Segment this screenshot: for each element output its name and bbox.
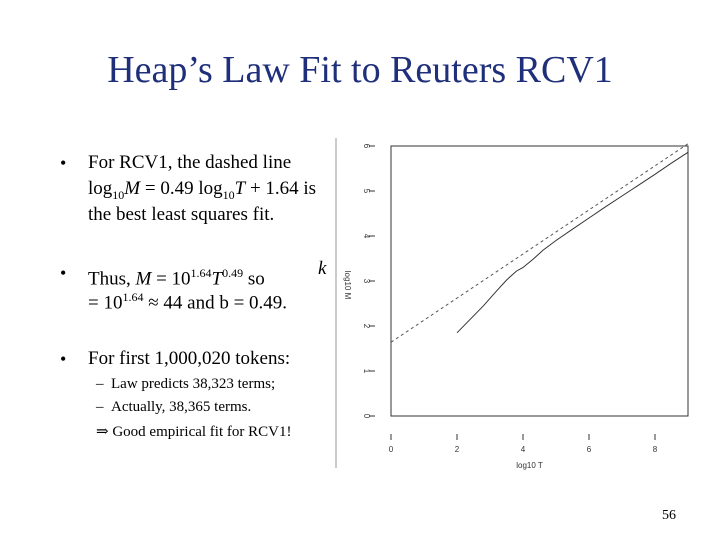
bullet-3-line-1: For first 1,000,020 tokens: [88,348,291,369]
slide-title: Heap’s Law Fit to Reuters RCV1 [107,49,613,91]
heaps-law-chart: 0 2 4 6 8 0 1 2 3 4 5 6 log10 T log10 M [335,138,689,470]
x-axis-label: log10 T [516,461,543,470]
bullet-1-line-1: For RCV1, the dashed line [88,152,292,173]
y-tick-label: 4 [362,234,371,239]
k-symbol: k [318,258,327,279]
x-tick-label: 4 [521,445,526,454]
plot-frame [390,145,689,417]
dashed-fit-line [390,143,689,343]
conclusion-line: ⇒ Good empirical fit for RCV1! [96,424,292,440]
y-tick-label: 6 [362,144,371,149]
bullet-2-line-2: = 101.64 ≈ 44 and b = 0.49. [88,290,288,314]
y-tick-label: 0 [362,414,371,419]
bullet-1-line-2: log10M = 0.49 log10T + 1.64 is [88,178,317,202]
sub-bullet-1: – Law predicts 38,323 terms; [96,376,276,392]
bullet-dot: • [60,153,67,173]
bullet-2-line-1: Thus, M = 101.64T0.49 so [88,266,265,290]
page-number: 56 [662,508,676,523]
y-tick-label: 5 [362,189,371,194]
bullet-1-line-3: the best least squares fit. [88,204,275,225]
empirical-curve [456,151,689,334]
sub-bullet-2: – Actually, 38,365 terms. [96,399,252,415]
y-axis-label: log10 M [343,271,352,300]
bullet-dot: • [60,263,67,283]
y-tick-label: 3 [362,279,371,284]
y-tick-label: 2 [362,324,371,329]
x-tick-label: 6 [587,445,592,454]
y-tick-label: 1 [362,369,371,374]
bullet-dot: • [60,349,67,369]
implies-icon: ⇒ [96,424,109,440]
x-tick-label: 8 [653,445,658,454]
x-tick-label: 2 [455,445,460,454]
x-tick-label: 0 [389,445,394,454]
